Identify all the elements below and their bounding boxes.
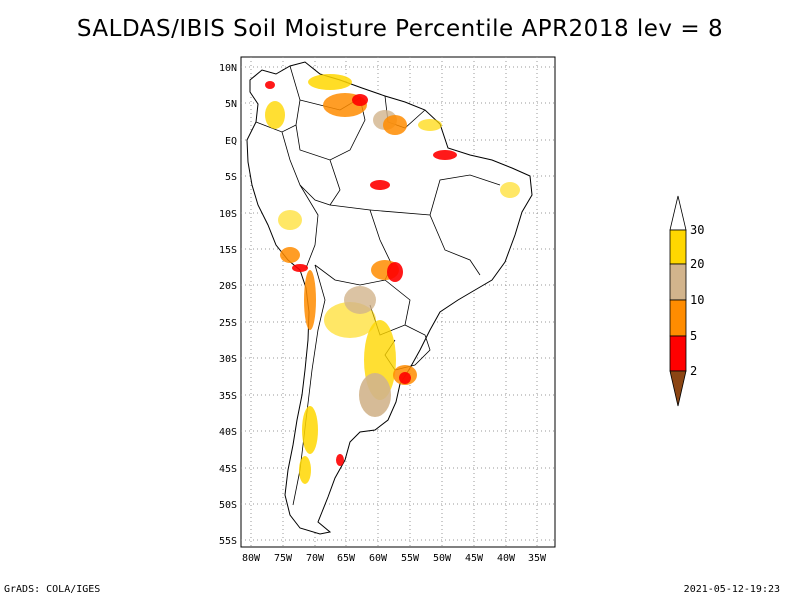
shade-patch-5-10 — [383, 115, 407, 135]
border-line — [429, 174, 501, 216]
y-tick-label: 20S — [219, 281, 237, 292]
shade-patch-20-30 — [265, 101, 285, 129]
x-tick-label: 75W — [274, 553, 293, 564]
shade-patch-10-20 — [359, 373, 391, 417]
shade-patch-5-10 — [280, 247, 300, 263]
x-tick-label: 60W — [369, 553, 388, 564]
shade-patch-20-30 — [418, 119, 442, 131]
x-tick-label: 45W — [465, 553, 484, 564]
y-tick-label: 40S — [219, 427, 237, 438]
shade-patch-2-5 — [265, 81, 275, 89]
colorbar-segment-5-10 — [669, 299, 687, 337]
shade-patch-10-20 — [344, 286, 376, 314]
shade-patch-2-5 — [399, 372, 411, 384]
colorbar-label: 5 — [690, 329, 697, 343]
colorbar-cap-bottom — [669, 370, 687, 407]
y-tick-label: 10S — [219, 209, 237, 220]
percentile-shading — [265, 74, 520, 484]
y-tick-label: 50S — [219, 500, 237, 511]
x-tick-label: 50W — [433, 553, 452, 564]
y-tick-label: 5N — [225, 99, 237, 110]
shade-patch-2-5 — [336, 454, 344, 466]
shade-patch-20-30 — [308, 74, 352, 90]
x-tick-label: 35W — [528, 553, 547, 564]
shade-patch-20-30 — [278, 210, 302, 230]
shade-patch-5-10 — [304, 270, 316, 330]
x-tick-label: 40W — [497, 553, 516, 564]
y-tick-label: 30S — [219, 354, 237, 365]
border-line — [369, 209, 481, 276]
border-line — [281, 131, 341, 206]
timestamp-text: 2021-05-12-19:23 — [683, 584, 780, 595]
colorbar-segment-20-30 — [669, 229, 687, 265]
y-tick-label: 25S — [219, 318, 237, 329]
shade-patch-2-5 — [370, 180, 390, 190]
x-tick-label: 80W — [242, 553, 261, 564]
map-frame — [240, 56, 556, 548]
y-tick-label: EQ — [225, 136, 237, 147]
colorbar-segment-2-5 — [669, 335, 687, 372]
x-tick-label: 70W — [306, 553, 325, 564]
map-title: SALDAS/IBIS Soil Moisture Percentile APR… — [76, 16, 724, 42]
shade-patch-20-30 — [299, 456, 311, 484]
y-tick-label: 5S — [225, 172, 237, 183]
colorbar-cap-top — [669, 195, 687, 231]
colorbar-legend: 30 20 10 5 2 — [669, 195, 704, 407]
shade-patch-2-5 — [433, 150, 457, 160]
colorbar-label: 20 — [690, 257, 704, 271]
shade-patch-20-30 — [302, 406, 318, 454]
shade-patch-2-5 — [352, 94, 368, 106]
credit-text: GrADS: COLA/IGES — [4, 584, 101, 595]
y-tick-label: 35S — [219, 391, 237, 402]
y-axis: 10N 5N EQ 5S 10S 15S 20S 25S 30S 35S 40S… — [219, 63, 237, 547]
y-tick-label: 55S — [219, 536, 237, 547]
x-tick-label: 65W — [337, 553, 356, 564]
border-line — [299, 184, 319, 269]
colorbar-label: 10 — [690, 293, 704, 307]
continent-outline — [246, 61, 533, 535]
shade-patch-2-5 — [292, 264, 308, 272]
colorbar-segment-10-20 — [669, 263, 687, 301]
shade-patch-20-30 — [500, 182, 520, 198]
colorbar-label: 30 — [690, 223, 704, 237]
y-tick-label: 45S — [219, 464, 237, 475]
shade-patch-2-5 — [387, 262, 403, 282]
x-axis: 80W 75W 70W 65W 60W 55W 50W 45W 40W 35W — [242, 553, 547, 564]
y-tick-label: 10N — [219, 63, 237, 74]
x-tick-label: 55W — [401, 553, 420, 564]
y-tick-label: 15S — [219, 245, 237, 256]
colorbar-label: 2 — [690, 364, 697, 378]
